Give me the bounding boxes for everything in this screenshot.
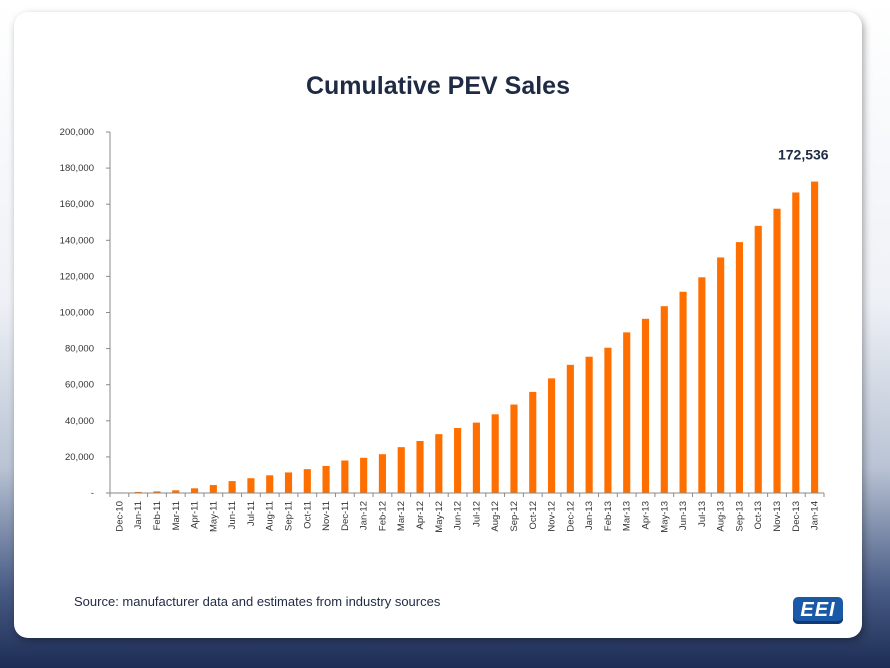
- eei-logo: EEI: [793, 597, 843, 624]
- x-tick-label: Apr-13: [641, 501, 652, 530]
- x-tick-label: Dec-10: [114, 501, 125, 532]
- bar: [341, 460, 349, 493]
- x-tick-label: Feb-13: [603, 501, 614, 531]
- bar: [735, 242, 744, 493]
- bar: [773, 208, 781, 493]
- chart-title: Cumulative PEV Sales: [305, 72, 570, 100]
- bar: [698, 277, 706, 493]
- bar: [529, 391, 537, 493]
- y-tick-label: 140,000: [60, 235, 94, 246]
- x-tick-label: Nov-12: [547, 501, 558, 532]
- bar: [811, 181, 819, 494]
- x-tick-label: Oct-11: [302, 501, 313, 529]
- x-tick-label: Mar-12: [396, 501, 407, 531]
- bar: [209, 485, 217, 493]
- bar: [660, 306, 668, 493]
- bar: [303, 469, 311, 493]
- x-tick-label: May-13: [659, 501, 670, 533]
- x-tick-label: Dec-11: [340, 501, 351, 531]
- bar: [134, 491, 142, 493]
- bar: [454, 428, 462, 493]
- y-tick-label: 180,000: [60, 163, 94, 174]
- x-tick-label: Aug-11: [265, 501, 276, 531]
- bar: [153, 491, 161, 493]
- x-tick-label: Jan-14: [810, 501, 821, 530]
- x-tick-label: Jan-11: [133, 501, 144, 529]
- bar: [547, 378, 556, 493]
- x-tick-label: Aug-12: [490, 501, 501, 532]
- y-tick-label: 200,000: [60, 127, 94, 138]
- bar: [266, 475, 274, 493]
- x-tick-label: Oct-13: [753, 501, 764, 530]
- bar: [284, 472, 293, 493]
- bar: [435, 434, 443, 493]
- bar: [623, 332, 631, 493]
- source-note: Source: manufacturer data and estimates …: [74, 594, 441, 609]
- x-tick-label: Jul-11: [246, 501, 257, 526]
- bar: [378, 454, 387, 493]
- x-tick-label: Jun-11: [227, 501, 238, 529]
- x-tick-label: Jul-13: [697, 501, 708, 527]
- x-tick-label: Dec-12: [565, 501, 576, 532]
- x-tick-label: Oct-12: [528, 501, 539, 530]
- bar: [247, 478, 255, 493]
- x-tick-label: Feb-11: [152, 501, 163, 530]
- x-tick-label: Dec-13: [791, 501, 802, 532]
- x-tick-label: Sep-12: [509, 501, 520, 532]
- x-tick-label: Feb-12: [377, 501, 388, 531]
- x-tick-label: Jan-13: [584, 501, 595, 530]
- x-tick-label: Mar-13: [622, 501, 633, 531]
- bar: [717, 257, 725, 493]
- data-label: 172,536: [778, 147, 829, 163]
- x-tick-label: Mar-11: [171, 501, 182, 530]
- x-tick-label: Sep-11: [284, 501, 295, 531]
- y-tick-label: 160,000: [60, 199, 94, 210]
- bar: [679, 291, 687, 493]
- y-tick-label: 20,000: [65, 452, 94, 463]
- bar: [510, 404, 518, 493]
- x-tick-label: Apr-11: [190, 501, 201, 529]
- bar: [754, 225, 762, 494]
- x-tick-label: Aug-13: [716, 501, 727, 532]
- x-tick-label: Jul-12: [471, 501, 482, 527]
- x-tick-label: Jun-12: [453, 501, 464, 530]
- bar: [472, 422, 480, 493]
- x-tick-label: Apr-12: [415, 501, 426, 530]
- y-axis: - 20,000 40,000 60,000 80,000 100,000 120,000 1…: [60, 127, 111, 499]
- bar: [228, 481, 236, 493]
- x-tick-label: May-12: [434, 501, 445, 533]
- y-tick-label: 120,000: [60, 271, 94, 282]
- x-tick-label: Sep-13: [734, 501, 745, 532]
- bar: [566, 364, 574, 493]
- bar: [792, 192, 800, 493]
- x-tick-label: Nov-13: [772, 501, 783, 532]
- bar: [172, 490, 180, 493]
- x-tick-label: Jun-13: [678, 501, 689, 530]
- bars: [115, 181, 819, 494]
- bar: [360, 457, 368, 493]
- bar: [416, 441, 424, 493]
- x-tick-label: Jan-12: [359, 501, 370, 530]
- x-axis: Dec-10 Jan-11 Feb-11 Mar-11 Apr-11 May-11 Jun-…: [109, 492, 825, 533]
- y-tick-label: -: [91, 488, 94, 499]
- bar: [585, 356, 593, 493]
- bar: [397, 447, 405, 493]
- x-tick-label: May-11: [208, 501, 219, 532]
- bar: [641, 318, 650, 493]
- y-tick-label: 100,000: [60, 308, 94, 319]
- x-tick-label: Nov-11: [321, 501, 332, 531]
- bar: [491, 414, 499, 493]
- bar: [604, 347, 612, 493]
- annotations: 172,536: [778, 147, 829, 163]
- bar: [322, 465, 330, 493]
- y-tick-label: 60,000: [65, 380, 94, 391]
- y-tick-label: 40,000: [65, 416, 94, 427]
- y-tick-label: 80,000: [65, 344, 94, 355]
- bar: [190, 488, 199, 493]
